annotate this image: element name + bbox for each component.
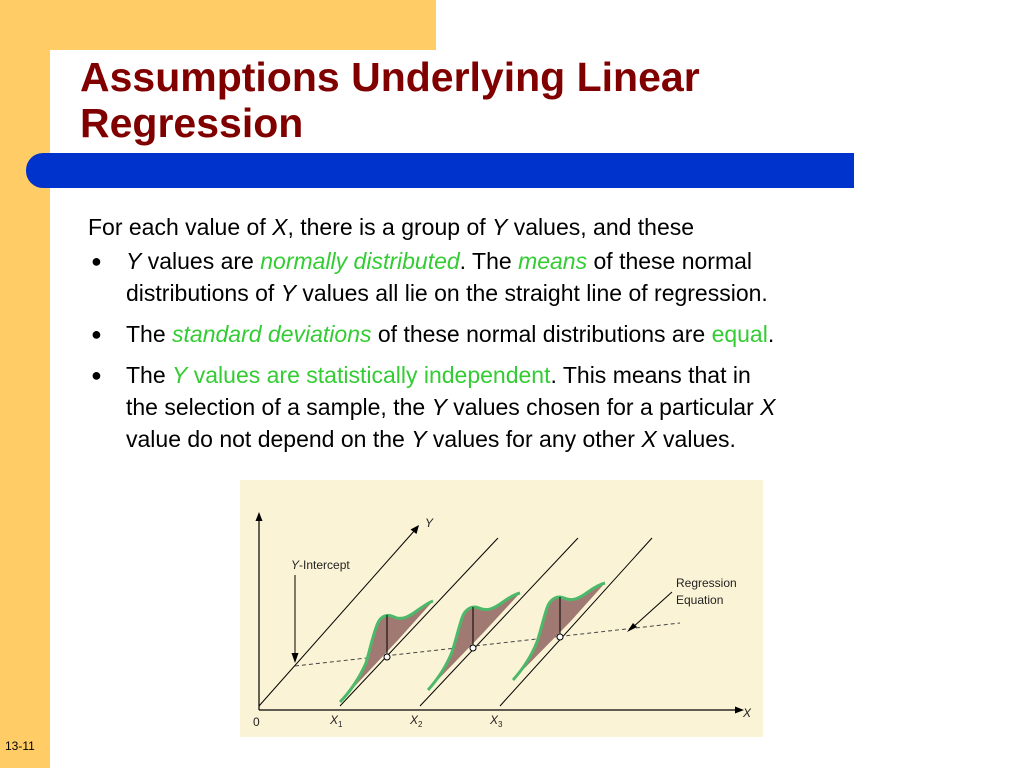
text-run: values chosen for a particular (446, 394, 761, 420)
text-run: values for any other (426, 426, 642, 452)
x-tick-3-sub: 3 (498, 720, 503, 729)
text-run: X (760, 394, 776, 420)
text-run: values all lie on the straight line of r… (296, 280, 768, 306)
x-tick-1: X1 (329, 713, 343, 729)
bullet-item: ● The Y values are statistically independ… (88, 359, 968, 455)
bullet-dot-icon: ● (91, 324, 102, 344)
x-tick-1-sub: 1 (338, 720, 343, 729)
text-run: of these normal distributions are (371, 321, 712, 347)
text-run: Y (126, 248, 142, 274)
bullet-dot-icon: ● (91, 251, 102, 271)
bullet-line: The Y values are statistically independe… (126, 359, 968, 391)
text-run: equal (711, 321, 768, 347)
mean-point-1 (383, 653, 391, 661)
bullet-line: The standard deviations of these normal … (126, 318, 968, 350)
regression-figure: Y X 0 Y-Intercept Regression Equation X1… (240, 480, 763, 737)
distribution-curve-1-outline (338, 599, 434, 704)
x-tick-2: X2 (409, 713, 423, 729)
y-intercept-marker (291, 575, 299, 663)
bullet-list: ● Y values are normally distributed. The … (88, 245, 968, 455)
regression-label-line-2: Equation (676, 593, 723, 607)
distribution-curve-3-outline (511, 581, 606, 682)
text-run: values are (141, 248, 261, 274)
diagonal-y-arrow (410, 525, 419, 534)
y-axis-label: Y (425, 516, 434, 530)
mean-point-2 (469, 644, 477, 652)
x-axis-arrow (735, 706, 744, 714)
text-run: For each value of (88, 214, 273, 240)
slide-number: 13-11 (5, 739, 35, 753)
origin-label: 0 (253, 715, 260, 729)
diagonal-line-x3 (499, 537, 653, 707)
distribution-fill-2 (428, 593, 520, 690)
bullet-item: ● The standard deviations of these normal… (88, 318, 968, 350)
regression-pointer-line (631, 591, 673, 629)
distribution-curve-1 (338, 599, 434, 704)
top-decor-block (50, 0, 436, 50)
bullet-dot-icon: ● (91, 365, 102, 385)
text-run: the selection of a sample, the (126, 394, 432, 420)
x-tick-3-main: X (489, 713, 499, 727)
regression-diagram: Y X 0 Y-Intercept Regression Equation X1… (253, 512, 752, 729)
diagonal-y-axis (258, 529, 416, 707)
x-tick-2-sub: 2 (418, 720, 423, 729)
text-run: Y (492, 214, 508, 240)
distribution-curve-3 (511, 581, 606, 682)
text-run: , there is a group of (287, 214, 493, 240)
diagonal-axes (258, 525, 653, 707)
bullet-line: distributions of Y values all lie on the… (126, 277, 968, 309)
slide-body: For each value of X, there is a group of… (88, 211, 968, 464)
distribution-curve-2-outline (426, 591, 521, 692)
slide-title-line-2: Regression (80, 100, 304, 146)
text-run: X (641, 426, 657, 452)
bullet-line: value do not depend on the Y values for … (126, 423, 968, 455)
text-run: Y (280, 280, 297, 306)
text-run: normally distributed (260, 248, 460, 274)
x-tick-1-main: X (329, 713, 339, 727)
text-run: values are statistically independent (187, 362, 551, 388)
y-intercept-label-y: Y (291, 558, 300, 572)
text-run: Y (172, 362, 188, 388)
x-tick-2-main: X (409, 713, 419, 727)
y-axis-arrow (255, 512, 263, 521)
intro-paragraph: For each value of X, there is a group of… (88, 211, 968, 243)
text-run: of these normal (587, 248, 753, 274)
text-run: Y (411, 426, 427, 452)
text-run: The (126, 321, 173, 347)
text-run: . (767, 321, 775, 347)
y-intercept-arrowhead (291, 653, 299, 663)
text-run: values, and these (507, 214, 695, 240)
text-run: X (272, 214, 288, 240)
text-run: values. (656, 426, 736, 452)
diagonal-line-x1 (339, 537, 499, 707)
bullet-item: ● Y values are normally distributed. The … (88, 245, 968, 309)
y-intercept-label: Y-Intercept (291, 558, 350, 572)
regression-pointer-arrowhead (627, 623, 637, 632)
text-run: The (126, 362, 173, 388)
x-axis-label: X (742, 706, 752, 720)
regression-label-line-1: Regression (676, 576, 737, 590)
text-run: distributions of (126, 280, 281, 306)
axes (255, 512, 744, 714)
slide-title-line-1: Assumptions Underlying Linear (80, 54, 700, 100)
side-decor-bar (0, 0, 50, 768)
distribution-fill-3 (513, 583, 605, 680)
diagonal-line-x2 (419, 537, 579, 707)
text-run: . The (459, 248, 519, 274)
text-run: standard deviations (172, 321, 372, 347)
slide-title: Assumptions Underlying Linear Regression (80, 54, 980, 146)
text-run: value do not depend on the (126, 426, 412, 452)
mean-point-3 (556, 633, 564, 641)
bullet-line: the selection of a sample, the Y values … (126, 391, 968, 423)
text-run: Y (431, 394, 447, 420)
y-intercept-label-rest: -Intercept (299, 558, 350, 572)
title-underline-bar (26, 153, 854, 188)
text-run: means (518, 248, 588, 274)
bullet-line: Y values are normally distributed. The m… (126, 245, 968, 277)
distribution-curve-2 (426, 591, 521, 692)
regression-line (294, 622, 681, 667)
x-tick-3: X3 (489, 713, 503, 729)
regression-pointer (627, 591, 673, 632)
text-run: . This means that in (550, 362, 751, 388)
